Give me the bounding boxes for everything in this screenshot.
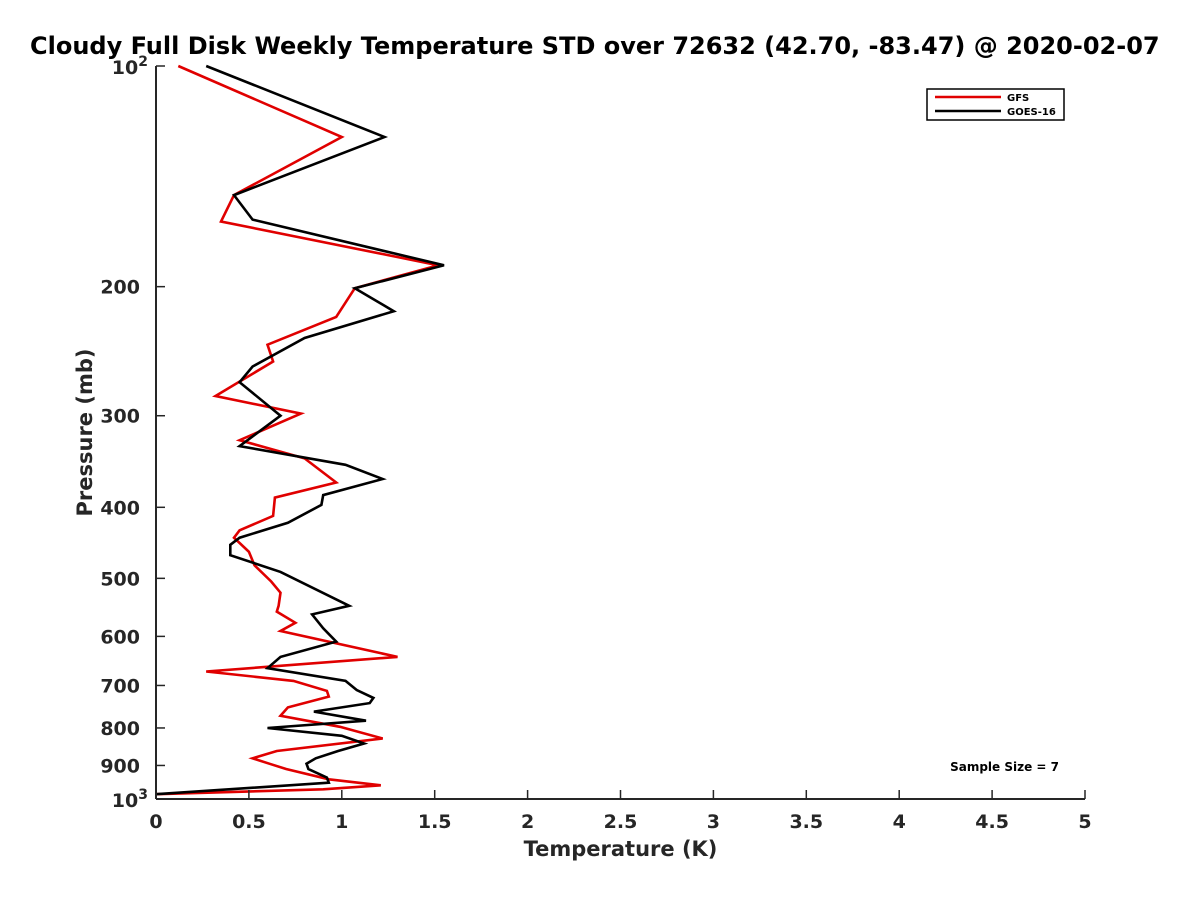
y-tick-label: 102 bbox=[112, 54, 148, 79]
x-tick-label: 1.5 bbox=[418, 811, 452, 833]
y-axis-label: Pressure (mb) bbox=[73, 349, 97, 517]
x-tick-label: 2.5 bbox=[604, 811, 638, 833]
plot-background bbox=[156, 66, 1085, 799]
y-tick-label: 300 bbox=[100, 406, 140, 428]
y-tick-label: 600 bbox=[100, 626, 140, 648]
x-tick-label: 5 bbox=[1078, 811, 1091, 833]
legend-label-gfs: GFS bbox=[1007, 93, 1029, 104]
x-tick-label: 0.5 bbox=[232, 811, 266, 833]
x-tick-label: 1 bbox=[335, 811, 348, 833]
x-tick-label: 3.5 bbox=[789, 811, 823, 833]
x-tick-label: 3 bbox=[707, 811, 720, 833]
y-tick-label: 900 bbox=[100, 755, 140, 777]
x-tick-label: 4.5 bbox=[975, 811, 1009, 833]
sample-size-annotation: Sample Size = 7 bbox=[950, 760, 1059, 774]
legend-box bbox=[926, 88, 1065, 121]
legend-label-goes-16: GOES-16 bbox=[1007, 107, 1056, 118]
legend: GFS GOES-16 bbox=[926, 88, 1065, 121]
y-tick-label: 700 bbox=[100, 675, 140, 697]
x-axis-label: Temperature (K) bbox=[524, 837, 718, 861]
x-tick-label: 0 bbox=[149, 811, 162, 833]
plot-area bbox=[156, 66, 1085, 799]
x-tick-label: 2 bbox=[521, 811, 534, 833]
series-line-gfs bbox=[155, 64, 439, 796]
series-line-goes-16 bbox=[155, 64, 445, 796]
y-tick-label: 103 bbox=[112, 787, 148, 812]
y-tick-label: 800 bbox=[100, 718, 140, 740]
y-tick-label: 200 bbox=[100, 277, 140, 299]
x-tick-label: 4 bbox=[893, 811, 906, 833]
y-tick-label: 500 bbox=[100, 568, 140, 590]
series-layer bbox=[155, 64, 445, 796]
chart-title: Cloudy Full Disk Weekly Temperature STD … bbox=[30, 32, 1160, 60]
ticks-layer: 0 0.5 1 1.5 2 2.5 3 3.5 4 4.5 5 102 200 300 400 500 600 7… bbox=[100, 54, 1091, 833]
y-tick-label: 400 bbox=[100, 497, 140, 519]
